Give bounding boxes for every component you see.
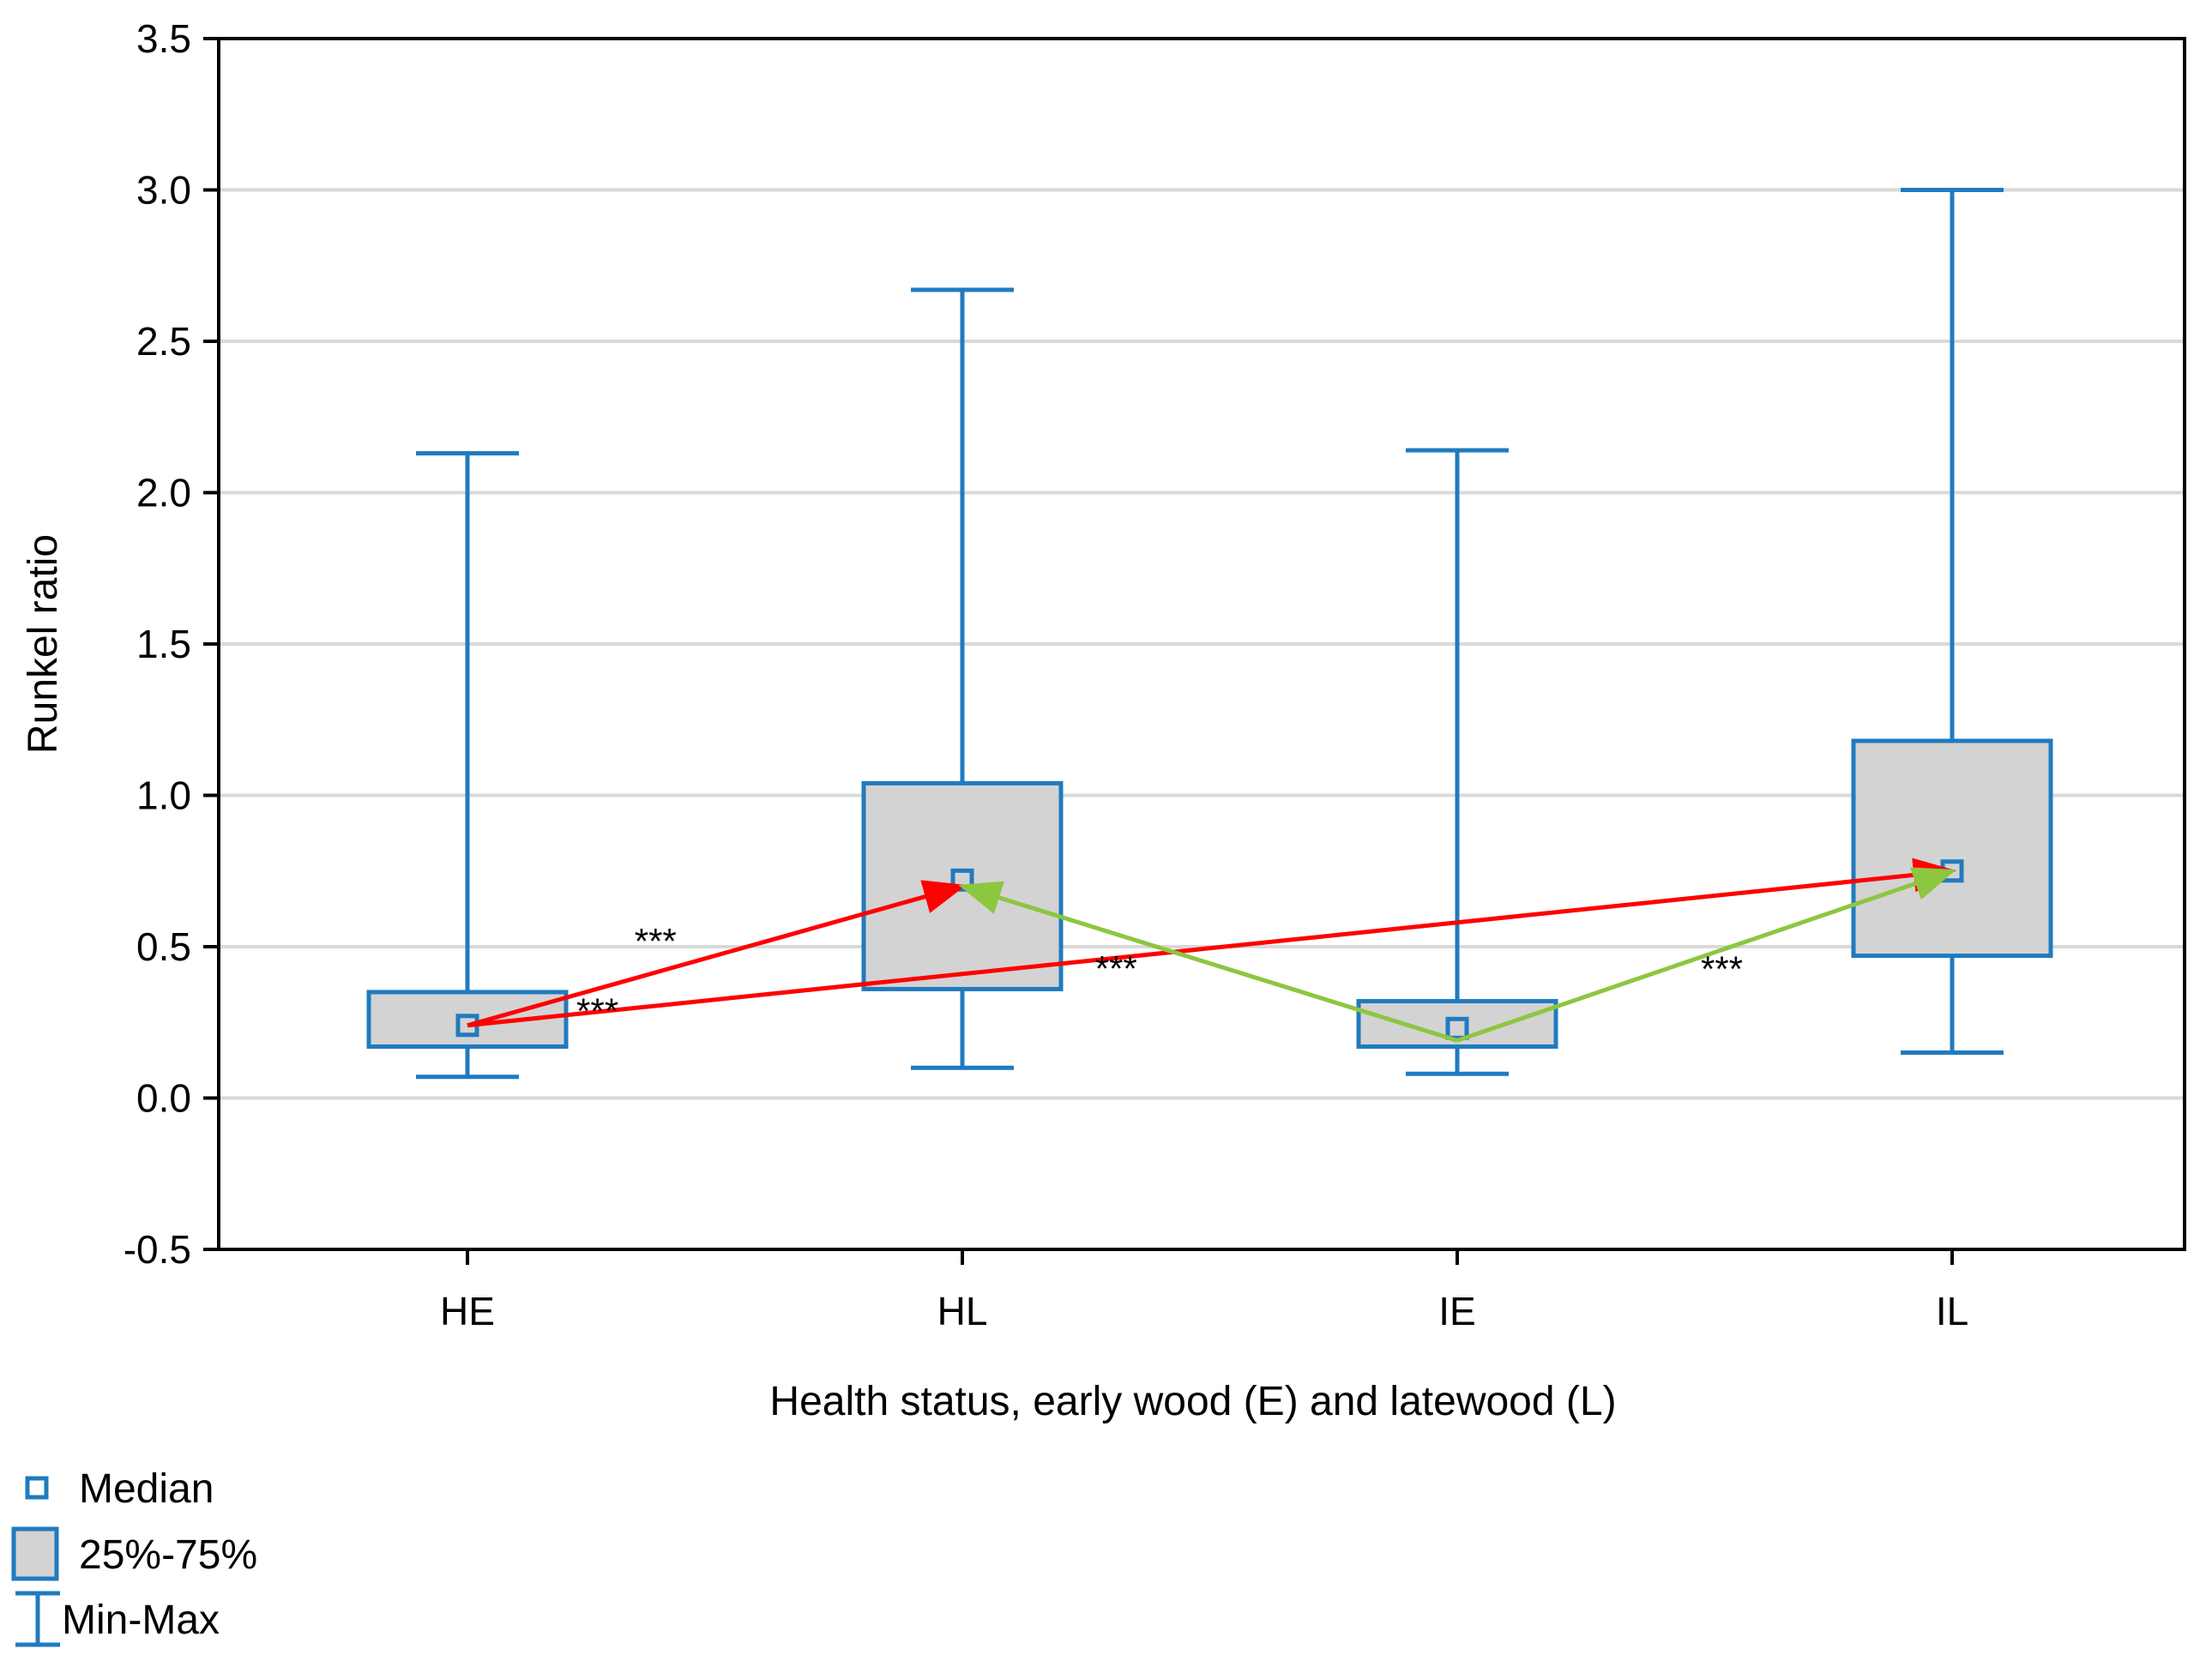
y-tick-label: 0.5 [136, 924, 191, 969]
x-tick-label-il: IL [1936, 1289, 1968, 1333]
y-tick-label: 3.5 [136, 16, 191, 61]
legend-label: Min-Max [62, 1598, 220, 1643]
y-tick-label: -0.5 [124, 1227, 191, 1272]
box-il [1851, 188, 2053, 1056]
boxes-layer [366, 188, 2053, 1080]
iqr-box [1851, 738, 2053, 959]
x-tick-label-he: HE [440, 1289, 495, 1333]
legend-item-box: 25%-75% [11, 1526, 257, 1581]
y-tick-label: 2.0 [136, 471, 191, 515]
y-tick-label: 1.0 [136, 773, 191, 818]
legend-box-swatch [11, 1526, 59, 1581]
x-axis-title: Health status, early wood (E) and latewo… [769, 1379, 1616, 1424]
x-tick-label-ie: IE [1438, 1289, 1475, 1333]
legend-label: 25%-75% [79, 1532, 257, 1578]
significance-label: *** [1095, 948, 1137, 989]
grid-lines [219, 188, 2185, 1100]
comparison-arrow-ie-il [1456, 867, 1956, 1043]
comparison-arrows-layer: *** *** *** *** [467, 858, 1956, 1043]
legend: Median 25%-75% Min-Max [11, 1466, 257, 1647]
box-ie [1356, 448, 1558, 1076]
comparison-arrow-he-hl [467, 880, 967, 1028]
legend-item-median-marker: Median [25, 1466, 214, 1512]
box-hl [861, 287, 1064, 1070]
box-he [366, 451, 569, 1080]
y-tick-label: 1.5 [136, 622, 191, 666]
x-tick-label-hl: HL [937, 1289, 988, 1333]
y-axis-title: Runkel ratio [21, 534, 66, 754]
significance-label: *** [576, 990, 618, 1031]
y-tick-label: 0.0 [136, 1076, 191, 1121]
legend-label: Median [79, 1466, 214, 1512]
comparison-arrow-he-il [467, 858, 1956, 1028]
significance-label: *** [1701, 949, 1743, 990]
significance-label: *** [635, 921, 677, 961]
comparison-arrow-ie-hl [958, 881, 1458, 1043]
y-tick-label: 2.5 [136, 319, 191, 364]
axes-layer: -0.5 0.0 0.5 1.0 1.5 2.0 2.5 3.0 3.5 HE HL IE IL [124, 16, 1968, 1333]
legend-item-whisker: Min-Max [15, 1591, 220, 1647]
y-tick-label: 3.0 [136, 168, 191, 213]
legend-median-swatch [25, 1476, 49, 1500]
median-marker [1445, 1016, 1469, 1040]
